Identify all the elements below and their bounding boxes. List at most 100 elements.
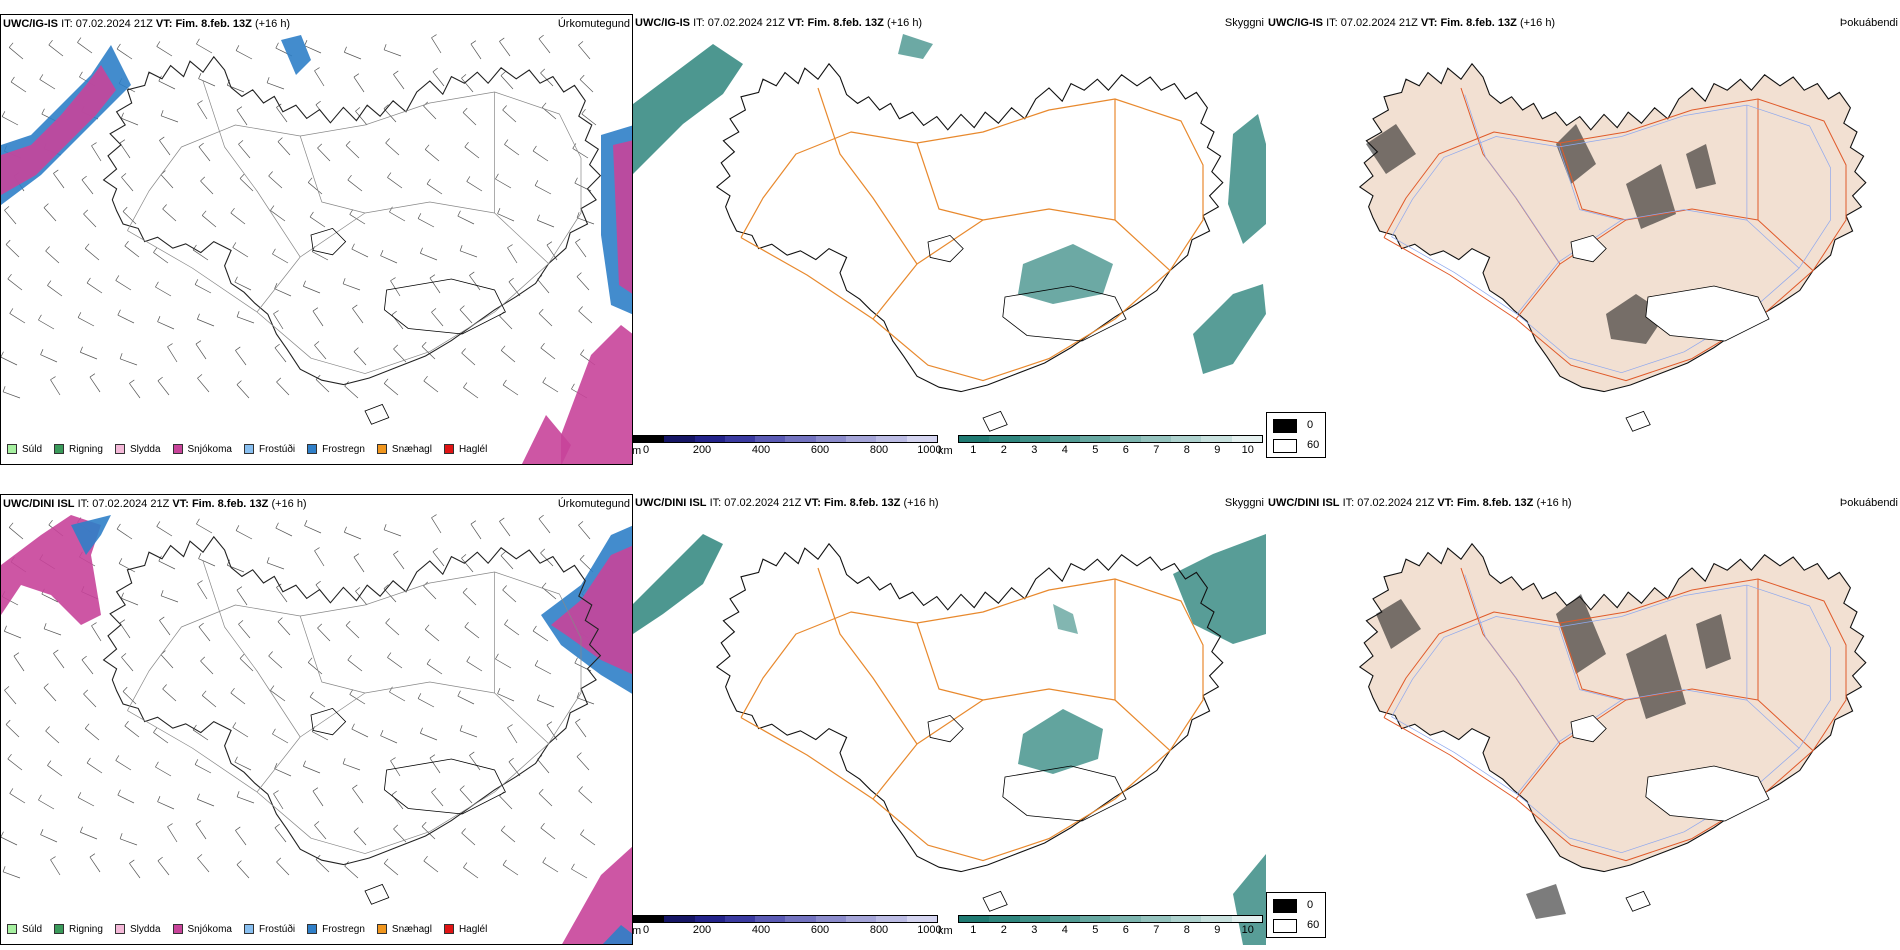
- wind-barb: [575, 238, 587, 258]
- visibility-panel-row1: UWC/IG-IS IT: 07.02.2024 21Z VT: Fim. 8.…: [633, 14, 1266, 465]
- wind-barb: [538, 514, 551, 534]
- colorbar-tick-label: 7: [1153, 444, 1160, 456]
- wind-barb: [81, 655, 94, 675]
- wind-barb: [383, 104, 397, 123]
- wind-barb: [192, 244, 209, 261]
- wind-barb-staff: [383, 108, 397, 123]
- wind-barb: [116, 43, 133, 60]
- wind-barb-flag: [236, 380, 242, 385]
- wind-barb-flag: [83, 689, 89, 695]
- wind-barb-flag: [317, 623, 323, 629]
- wind-barb-flag: [315, 580, 321, 586]
- wind-barb: [43, 683, 57, 702]
- colorbar-tick-label: 9: [1214, 444, 1221, 456]
- wind-barb-flag: [277, 617, 283, 622]
- wind-barb-staff: [80, 831, 98, 840]
- wind-barb: [197, 854, 210, 873]
- wind-barb: [393, 550, 405, 570]
- glacier-outline: [1645, 285, 1770, 342]
- wind-barb-staff: [160, 174, 174, 189]
- panel-variable-label: Skyggni: [1224, 497, 1264, 509]
- wind-barb-staff: [155, 286, 172, 297]
- wind-barb-flag: [462, 107, 468, 113]
- legend-label: Súld: [22, 923, 43, 935]
- wind-barb: [579, 74, 594, 93]
- glacier-outline: [310, 707, 347, 736]
- wind-barb-staff: [459, 309, 473, 324]
- wind-barb-staff: [314, 550, 325, 567]
- wind-barb-staff: [315, 379, 330, 393]
- wind-barb-flag: [86, 757, 91, 764]
- wind-barb: [1, 831, 18, 846]
- wind-barb-flag: [540, 68, 546, 74]
- wind-barb-flag: [421, 821, 427, 827]
- legend-swatch: [54, 924, 65, 934]
- wind-barb-flag: [540, 822, 545, 829]
- wind-barb: [383, 858, 399, 876]
- colorbar-segment: [1080, 916, 1111, 922]
- wind-barb: [502, 585, 517, 603]
- wind-barb-flag: [580, 829, 585, 835]
- colorbar-segment: [906, 916, 937, 922]
- wind-barb-flag: [3, 625, 7, 632]
- wind-barb: [502, 859, 519, 876]
- wind-barb-staff: [9, 793, 26, 804]
- wind-barb: [508, 277, 521, 297]
- wind-barb-staff: [121, 597, 139, 606]
- wind-barb-staff: [236, 589, 248, 606]
- wind-barb-staff: [542, 862, 559, 873]
- wind-barb: [47, 280, 63, 297]
- wind-barb-staff: [122, 211, 137, 225]
- wind-barb: [342, 278, 361, 291]
- fog-legend-swatch: [1273, 899, 1297, 913]
- legend-item: Frostúði: [243, 924, 295, 935]
- wind-barb-staff: [156, 46, 173, 57]
- wind-barb-staff: [459, 789, 473, 804]
- wind-barb: [532, 145, 549, 162]
- wind-barb-staff: [304, 45, 322, 54]
- wind-barb-flag: [576, 272, 582, 277]
- precip-type-panel-row2: UWC/DINI ISL IT: 07.02.2024 21Z VT: Fim.…: [0, 494, 633, 945]
- wind-barb: [426, 178, 443, 195]
- wind-barb-staff: [385, 622, 400, 636]
- legend-swatch: [7, 444, 17, 454]
- colorbar-segment: [785, 436, 816, 442]
- wind-barb-staff: [53, 173, 65, 189]
- wind-barb-staff: [119, 358, 138, 366]
- wind-barb-flag: [266, 557, 270, 563]
- wind-barb-flag: [345, 620, 351, 626]
- wind-barb-flag: [532, 625, 537, 632]
- wind-barb: [387, 172, 403, 189]
- wind-barb-staff: [167, 346, 178, 363]
- wind-barb-flag: [380, 730, 384, 736]
- wind-barb-flag: [314, 547, 320, 552]
- wind-barb-staff: [576, 756, 590, 771]
- wind-barb: [504, 619, 520, 636]
- wind-barb: [266, 557, 285, 570]
- wind-barb-flag: [495, 173, 499, 180]
- precip-type-panel-row1: UWC/IG-IS IT: 07.02.2024 21Z VT: Fim. 8.…: [0, 14, 633, 465]
- wind-barb: [580, 829, 596, 846]
- wind-barb-flag: [153, 727, 158, 733]
- wind-barb-staff: [50, 859, 61, 876]
- wind-barb-flag: [538, 34, 544, 40]
- wind-barb: [347, 174, 363, 192]
- colorbar-segment: [1140, 916, 1172, 922]
- wind-barb-staff: [89, 376, 101, 393]
- wind-barb-staff: [393, 828, 407, 843]
- wind-barb: [196, 793, 215, 807]
- wind-barb: [578, 306, 593, 324]
- wind-barb-flag: [383, 104, 389, 109]
- wind-barb-staff: [273, 313, 284, 330]
- fog-index-area: [1376, 599, 1421, 649]
- wind-barb-flag: [423, 855, 428, 862]
- wind-barb-flag: [157, 316, 161, 322]
- wind-barb-staff: [421, 826, 436, 840]
- wind-barb-flag: [194, 279, 199, 285]
- precip-area: [561, 325, 632, 464]
- glacier-outline: [1645, 765, 1770, 822]
- wind-barb: [421, 821, 436, 840]
- wind-barb: [349, 209, 366, 225]
- wind-barb: [129, 859, 141, 879]
- wind-barb: [457, 690, 475, 705]
